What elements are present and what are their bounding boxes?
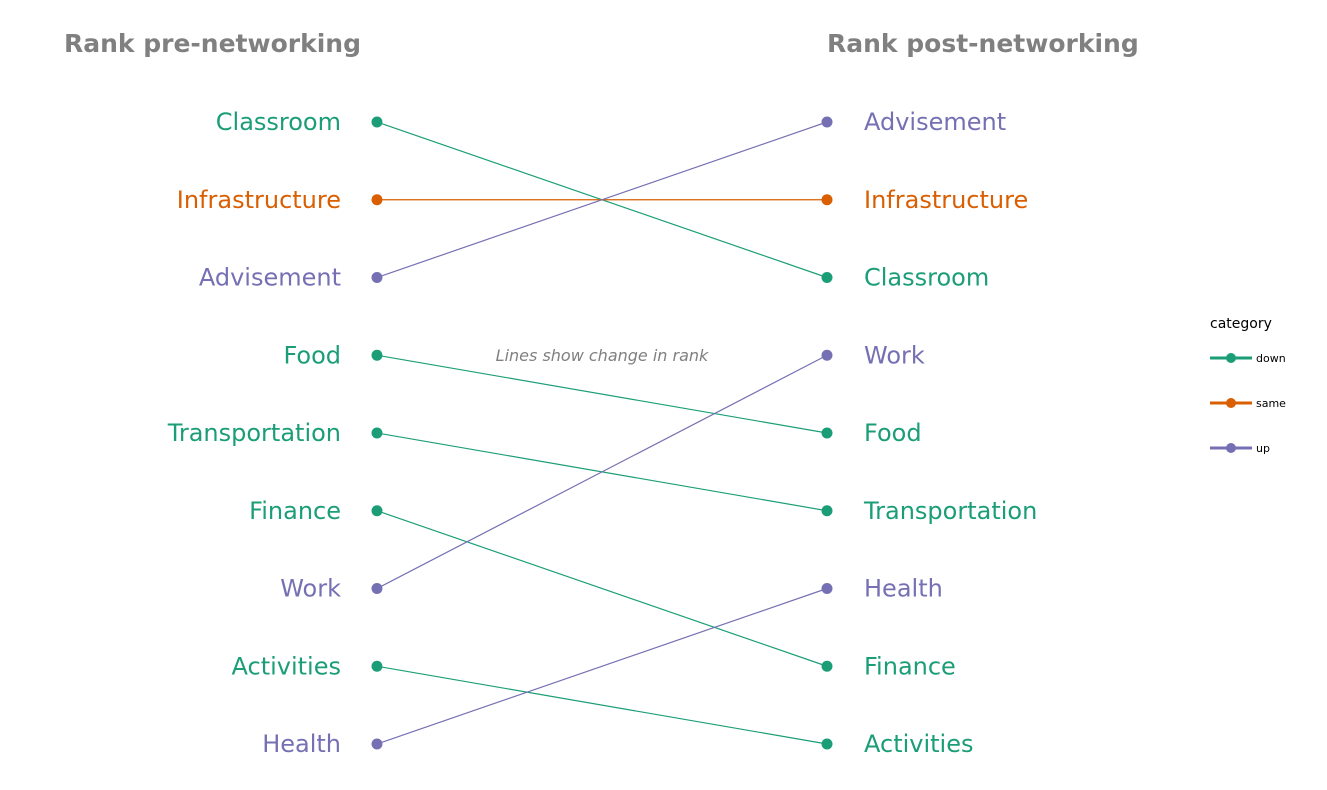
point-pre-finance (371, 505, 383, 517)
point-post-transportation (821, 505, 833, 517)
label-post-advisement: Advisement (864, 108, 1006, 136)
legend-item-same: same (1210, 397, 1286, 410)
point-pre-infrastructure (371, 194, 383, 206)
label-post-activities: Activities (864, 730, 974, 758)
legend-label-up: up (1256, 442, 1270, 455)
label-pre-advisement: Advisement (199, 264, 341, 292)
label-post-food: Food (864, 419, 922, 447)
legend-point-up (1226, 443, 1236, 453)
label-post-work: Work (864, 341, 925, 369)
slope-line-work (376, 354, 828, 590)
point-pre-advisement (371, 272, 383, 283)
legend-point-down (1226, 353, 1236, 363)
point-post-infrastructure (821, 194, 833, 206)
legend-label-down: down (1256, 352, 1286, 365)
slope-line-advisement (376, 121, 828, 279)
right-header: Rank post-networking (827, 29, 1139, 58)
point-post-food (821, 427, 833, 439)
point-pre-food (371, 349, 383, 361)
label-post-infrastructure: Infrastructure (864, 186, 1028, 214)
point-post-finance (821, 660, 833, 672)
label-post-transportation: Transportation (863, 497, 1037, 525)
slope-line-activities (376, 665, 828, 745)
label-post-classroom: Classroom (864, 264, 989, 292)
label-pre-finance: Finance (249, 497, 341, 525)
legend-title: category (1210, 316, 1272, 332)
label-post-finance: Finance (864, 652, 956, 680)
point-post-classroom (821, 272, 833, 283)
left-header: Rank pre-networking (64, 29, 361, 58)
point-post-health (821, 583, 833, 594)
point-post-work (821, 349, 833, 361)
point-pre-activities (371, 660, 383, 672)
point-pre-classroom (371, 116, 383, 128)
rank-labels: Classroom Classroom Infrastructure Infrastr… (167, 108, 1038, 758)
legend-label-same: same (1256, 397, 1286, 410)
slope-line-health (376, 587, 828, 745)
legend: category down same up (1210, 316, 1286, 455)
point-pre-transportation (371, 427, 383, 439)
legend-item-up: up (1210, 442, 1270, 455)
point-pre-health (371, 738, 383, 750)
label-pre-infrastructure: Infrastructure (177, 186, 341, 214)
annotation: Lines show change in rank (496, 346, 709, 365)
point-pre-work (371, 583, 383, 594)
label-post-health: Health (864, 575, 943, 603)
legend-item-down: down (1210, 352, 1286, 365)
label-pre-classroom: Classroom (216, 108, 341, 136)
label-pre-activities: Activities (232, 652, 342, 680)
label-pre-food: Food (283, 341, 341, 369)
slope-line-finance (376, 510, 828, 667)
point-post-activities (821, 738, 833, 750)
legend-point-same (1226, 398, 1236, 408)
slope-line-food (376, 354, 828, 434)
label-pre-health: Health (262, 730, 341, 758)
point-post-advisement (821, 116, 833, 128)
label-pre-work: Work (280, 575, 341, 603)
label-pre-transportation: Transportation (167, 419, 341, 447)
rank-points (371, 116, 833, 750)
slope-lines (376, 121, 828, 745)
